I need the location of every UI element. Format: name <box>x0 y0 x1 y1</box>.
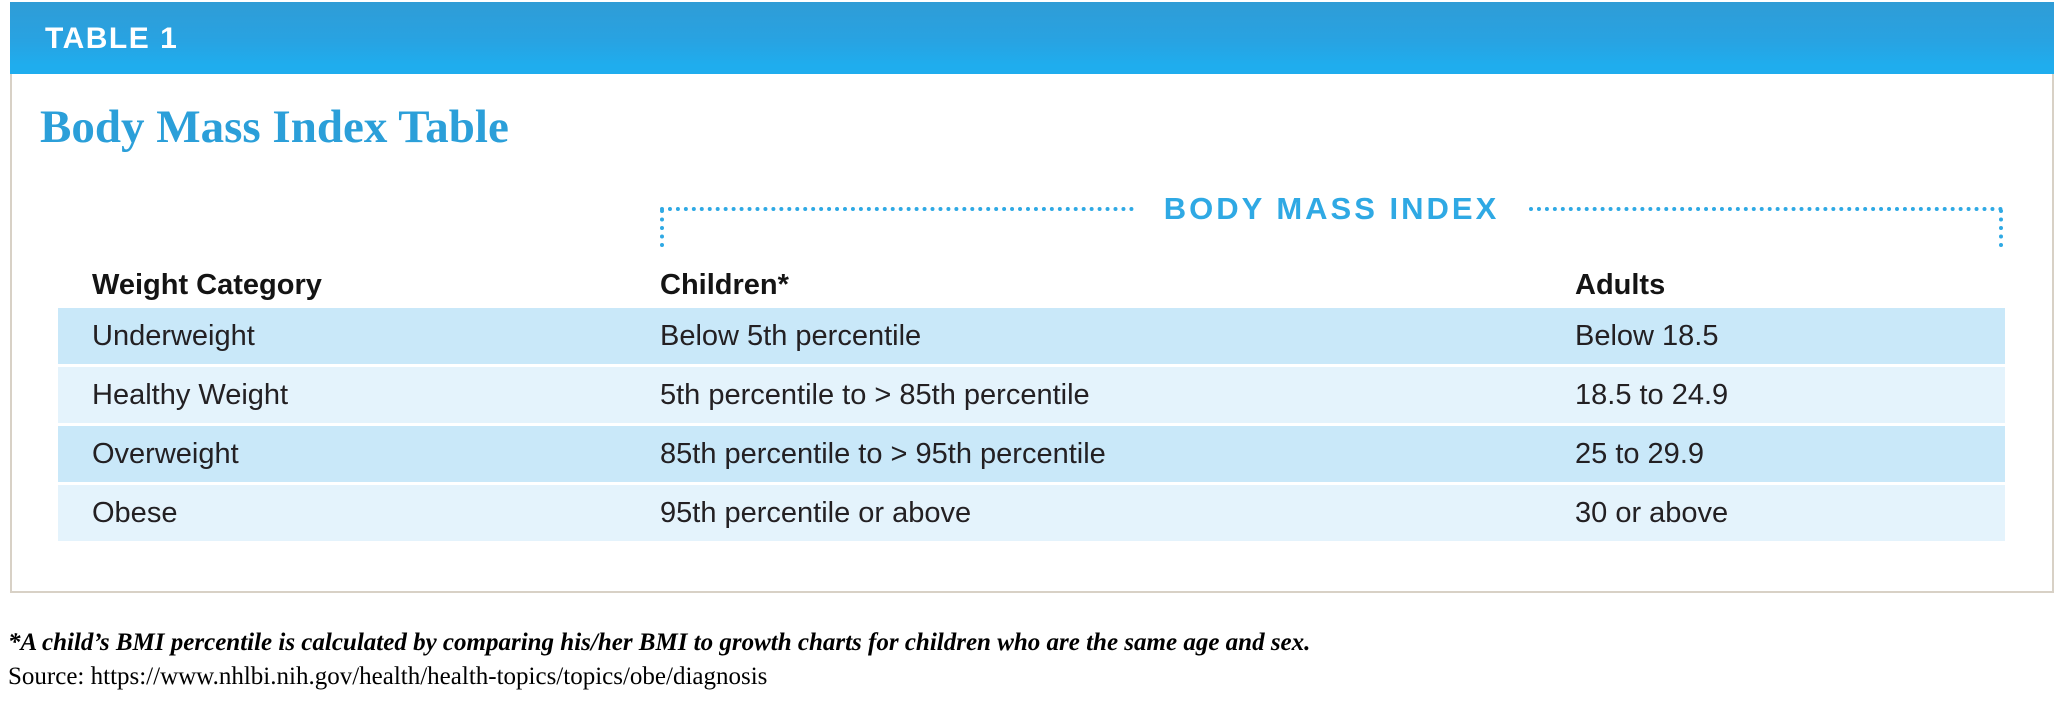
table-header-row: Weight Category Children* Adults <box>0 260 2062 302</box>
table-row-healthy-weight: Healthy Weight 5th percentile to > 85th … <box>58 367 2005 423</box>
table-banner: TABLE 1 <box>10 2 2054 74</box>
table-row-overweight: Overweight 85th percentile to > 95th per… <box>58 426 2005 482</box>
cell-children: 5th percentile to > 85th percentile <box>660 379 1090 411</box>
body-mass-index-bracket: BODY MASS INDEX <box>660 191 2004 253</box>
cell-adults: Below 18.5 <box>1575 320 1719 352</box>
cell-children: Below 5th percentile <box>660 320 922 352</box>
cell-children: 95th percentile or above <box>660 497 972 529</box>
bracket-dotted-line-right <box>1529 207 2004 211</box>
bracket-dotted-line-left <box>660 207 1134 211</box>
bracket-right-tick <box>1999 209 2003 247</box>
cell-category: Obese <box>92 497 178 529</box>
cell-children: 85th percentile to > 95th percentile <box>660 438 1106 470</box>
footnote-text: *A child’s BMI percentile is calculated … <box>8 629 1311 656</box>
column-header-children: Children* <box>660 269 789 301</box>
cell-category: Healthy Weight <box>92 379 289 411</box>
table-row-underweight: Underweight Below 5th percentile Below 1… <box>58 308 2005 364</box>
column-header-weight-category: Weight Category <box>92 269 322 301</box>
cell-category: Overweight <box>92 438 239 470</box>
bracket-left-tick <box>660 209 664 247</box>
column-header-adults: Adults <box>1575 269 1666 301</box>
page-title: Body Mass Index Table <box>40 101 509 153</box>
bracket-label: BODY MASS INDEX <box>1163 191 1500 226</box>
source-url: Source: https://www.nhlbi.nih.gov/health… <box>8 663 768 690</box>
cell-adults: 30 or above <box>1575 497 1729 529</box>
cell-adults: 18.5 to 24.9 <box>1575 379 1729 411</box>
table-row-obese: Obese 95th percentile or above 30 or abo… <box>58 485 2005 541</box>
table-banner-label: TABLE 1 <box>45 22 179 55</box>
cell-category: Underweight <box>92 320 255 352</box>
cell-adults: 25 to 29.9 <box>1575 438 1704 470</box>
table-body: Underweight Below 5th percentile Below 1… <box>58 308 2005 544</box>
